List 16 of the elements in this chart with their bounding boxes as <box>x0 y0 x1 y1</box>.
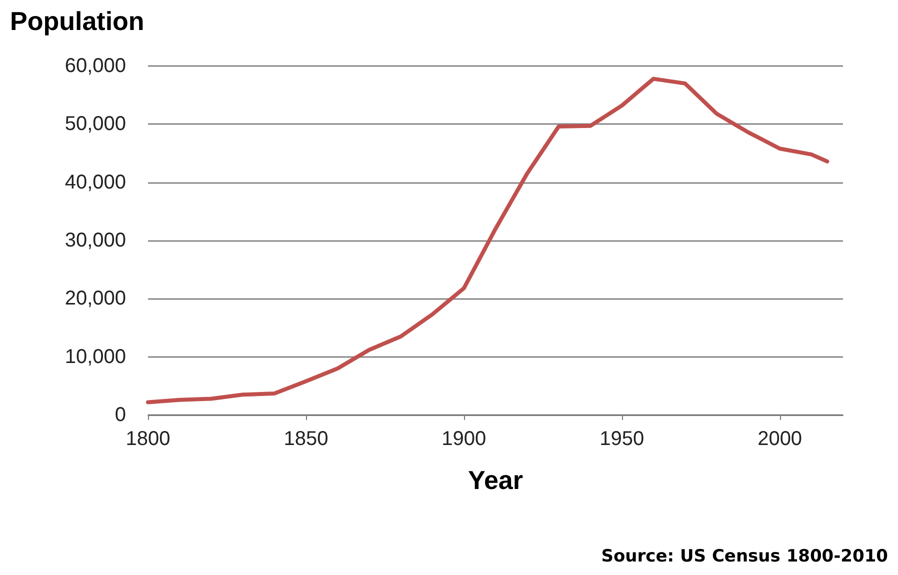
x-tick-label: 1950 <box>600 428 644 450</box>
line-series <box>146 76 830 404</box>
source-note: Source: US Census 1800-2010 <box>601 546 888 566</box>
x-tick-label: 1900 <box>442 428 486 450</box>
x-axis-title: Year <box>468 465 523 495</box>
y-tick-label: 0 <box>114 404 126 426</box>
x-tick-label: 1800 <box>126 428 170 450</box>
x-tick-label: 1850 <box>284 428 328 450</box>
y-tick-label: 40,000 <box>64 171 126 194</box>
y-tick-label: 30,000 <box>64 230 126 252</box>
y-tick-label: 60,000 <box>64 55 126 77</box>
x-tick-label: 2000 <box>758 428 802 450</box>
y-tick-label: 10,000 <box>64 346 126 368</box>
y-tick-label: 50,000 <box>64 113 126 136</box>
y-axis-title: Population <box>10 6 144 36</box>
y-tick-label: 20,000 <box>64 288 126 310</box>
